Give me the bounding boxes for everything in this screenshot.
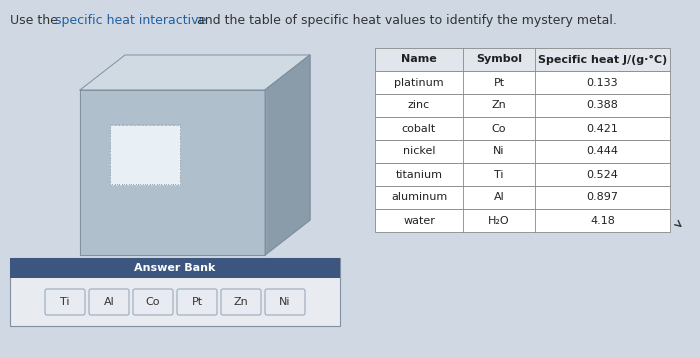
Text: 0.421: 0.421 [587,124,618,134]
Polygon shape [265,55,310,255]
FancyBboxPatch shape [133,289,173,315]
Text: Zn: Zn [234,297,248,307]
Bar [375,117,670,140]
Polygon shape [80,55,310,90]
Text: titanium: titanium [395,169,442,179]
Text: cobalt: cobalt [402,124,436,134]
Bar [375,140,670,163]
FancyBboxPatch shape [221,289,261,315]
Text: Specific heat J/(g·°C): Specific heat J/(g·°C) [538,54,667,64]
Text: Name: Name [401,54,437,64]
Bar [375,48,670,71]
FancyBboxPatch shape [89,289,129,315]
Text: Symbol: Symbol [476,54,522,64]
Text: Zn: Zn [491,101,506,111]
Text: Pt: Pt [191,297,202,307]
Text: zinc: zinc [408,101,430,111]
Text: Ti: Ti [494,169,504,179]
Text: 0.388: 0.388 [587,101,618,111]
Text: Use the: Use the [10,14,62,27]
Bar [375,71,670,94]
Polygon shape [80,90,265,255]
FancyBboxPatch shape [177,289,217,315]
Text: Al: Al [494,193,505,203]
Text: 0.897: 0.897 [587,193,619,203]
Text: Co: Co [491,124,506,134]
Text: 0.524: 0.524 [587,169,618,179]
Text: Answer Bank: Answer Bank [134,263,216,273]
Text: Ni: Ni [494,146,505,156]
Text: Ti: Ti [60,297,70,307]
Bar [110,125,180,185]
Text: H₂O: H₂O [488,216,510,226]
Text: and the table of specific heat values to identify the mystery metal.: and the table of specific heat values to… [193,14,617,27]
Bar [375,209,670,232]
Bar [10,258,340,278]
Text: nickel: nickel [402,146,435,156]
Bar [375,163,670,186]
FancyBboxPatch shape [265,289,305,315]
Text: 0.133: 0.133 [587,77,618,87]
Text: platinum: platinum [394,77,444,87]
Text: Al: Al [104,297,114,307]
Bar [375,186,670,209]
FancyBboxPatch shape [45,289,85,315]
Bar [10,258,340,326]
Text: 4.18: 4.18 [590,216,615,226]
Text: Pt: Pt [494,77,505,87]
Text: water: water [403,216,435,226]
Bar [375,94,670,117]
Text: aluminum: aluminum [391,193,447,203]
Text: 0.444: 0.444 [587,146,619,156]
Text: Ni: Ni [279,297,290,307]
Text: specific heat interactive: specific heat interactive [55,14,206,27]
Text: Co: Co [146,297,160,307]
